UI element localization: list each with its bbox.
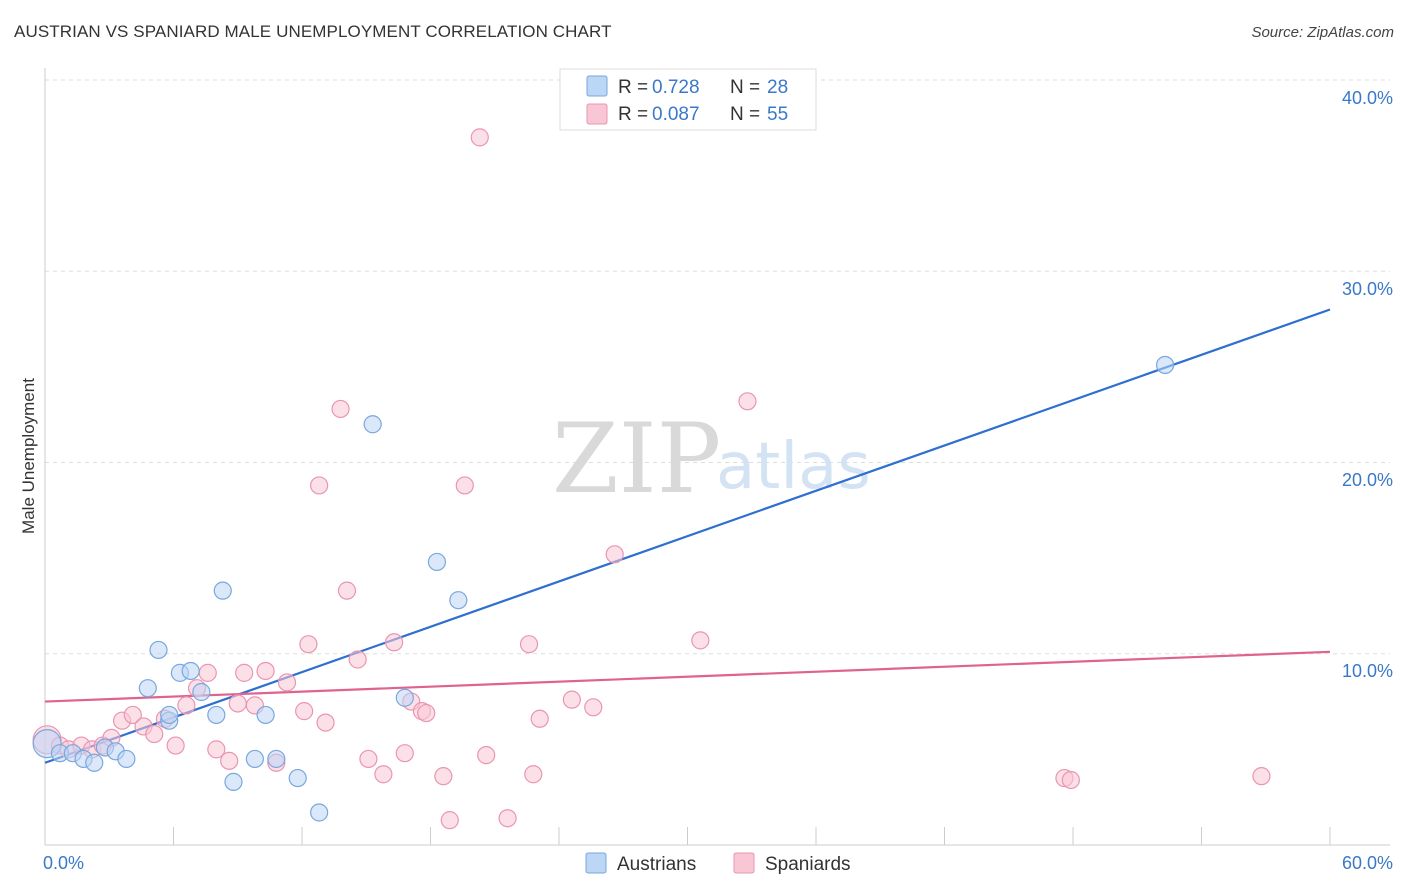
- legend-swatch-spaniards: [586, 103, 608, 125]
- spaniards-point: [220, 751, 239, 770]
- austrians-point: [207, 705, 226, 725]
- spaniards-point: [337, 581, 357, 600]
- legend-label-austrians: Austrians: [617, 854, 696, 875]
- legend-r-label: R =: [618, 77, 648, 98]
- austrians-point: [449, 591, 468, 610]
- spaniards-point: [207, 740, 226, 759]
- spaniards-point: [1252, 767, 1271, 786]
- spaniards-point: [605, 545, 624, 564]
- austrians-point: [245, 749, 264, 769]
- spaniards-point: [1061, 770, 1080, 790]
- spaniards-point: [738, 392, 757, 411]
- austrians-point: [213, 581, 232, 600]
- legend-swatch-spaniards: [733, 852, 755, 874]
- y-tick-label: 30.0%: [1342, 279, 1393, 299]
- spaniards-point: [395, 744, 414, 763]
- austrians-point: [288, 768, 307, 788]
- spaniards-trend-line: [44, 650, 1331, 703]
- austrians-point: [224, 772, 243, 791]
- spaniards-point: [470, 128, 489, 147]
- spaniards-point: [228, 694, 247, 713]
- austrians-point: [160, 705, 179, 725]
- austrians-point: [363, 415, 382, 434]
- legend-n-value-austrians: 28: [767, 77, 788, 98]
- legend-n-value-spaniards: 55: [767, 104, 788, 125]
- austrians-point: [1155, 355, 1175, 375]
- spaniards-point: [198, 663, 217, 682]
- spaniards-point: [562, 690, 581, 709]
- series-legend: Austrians Spaniards: [585, 852, 851, 875]
- y-tick-label: 40.0%: [1342, 88, 1393, 108]
- watermark-atlas: atlas: [716, 430, 871, 504]
- austrians-point: [192, 682, 211, 702]
- trend-lines: [44, 308, 1331, 764]
- spaniards-point: [374, 765, 393, 784]
- spaniards-point: [524, 765, 543, 784]
- spaniards-point: [498, 809, 517, 828]
- legend-swatch-austrians: [585, 852, 607, 874]
- spaniards-point: [584, 698, 603, 717]
- spaniards-point: [145, 724, 164, 744]
- spaniards-point: [530, 709, 549, 728]
- watermark: ZIP atlas: [552, 403, 871, 515]
- spaniards-point: [359, 749, 378, 769]
- spaniards-point: [384, 633, 404, 652]
- austrians-point: [138, 679, 157, 698]
- legend-r-value-spaniards: 0.087: [652, 104, 700, 125]
- austrians-point: [267, 749, 286, 769]
- legend-n-label: N =: [730, 77, 760, 98]
- source-label: Source: ZipAtlas.com: [1251, 24, 1394, 41]
- spaniards-point: [235, 663, 254, 682]
- austrians-point: [85, 753, 104, 772]
- grid-lines: [45, 79, 1390, 655]
- spaniards-point: [440, 811, 459, 830]
- legend-n-label: N =: [730, 104, 760, 125]
- spaniards-point: [691, 631, 710, 650]
- y-tick-label: 20.0%: [1342, 470, 1393, 490]
- y-axis-title: Male Unemployment: [19, 378, 38, 534]
- austrians-point: [256, 705, 275, 725]
- austrians-point: [181, 661, 200, 681]
- spaniards-point: [256, 661, 275, 681]
- austrians-point: [149, 640, 168, 660]
- austrians-points: [32, 355, 1175, 822]
- austrians-point: [310, 803, 329, 822]
- chart-title: AUSTRIAN VS SPANIARD MALE UNEMPLOYMENT C…: [14, 22, 612, 41]
- austrians-point: [427, 552, 447, 572]
- spaniards-point: [348, 650, 367, 669]
- legend-swatch-austrians: [586, 75, 608, 97]
- spaniards-point: [455, 476, 474, 495]
- spaniards-point: [295, 702, 314, 721]
- spaniards-point: [477, 746, 496, 765]
- spaniards-point: [519, 635, 539, 654]
- axes: [44, 68, 1390, 846]
- spaniards-point: [417, 703, 436, 723]
- y-tick-label: 10.0%: [1342, 661, 1393, 681]
- spaniards-point: [434, 767, 453, 786]
- spaniards-point: [299, 635, 318, 654]
- austrians-point: [117, 749, 136, 769]
- spaniards-point: [277, 673, 297, 692]
- legend-r-label: R =: [618, 104, 648, 125]
- spaniards-point: [310, 476, 329, 495]
- spaniards-point: [166, 736, 185, 755]
- spaniards-point: [316, 713, 335, 732]
- watermark-zip: ZIP: [552, 403, 721, 515]
- legend-label-spaniards: Spaniards: [765, 854, 851, 875]
- x-tick-label-min: 0.0%: [43, 853, 84, 873]
- spaniards-point: [331, 399, 350, 419]
- spaniards-point: [177, 696, 196, 715]
- x-tick-label-max: 60.0%: [1342, 853, 1393, 873]
- legend-r-value-austrians: 0.728: [652, 77, 700, 98]
- austrians-trend-line: [44, 308, 1331, 764]
- austrians-point: [395, 688, 414, 707]
- spaniards-point: [123, 705, 142, 725]
- correlation-legend: R = 0.728 N = 28 R = 0.087 N = 55: [559, 68, 817, 131]
